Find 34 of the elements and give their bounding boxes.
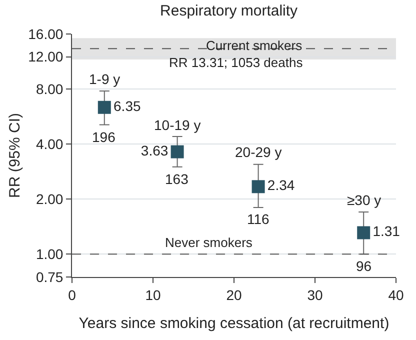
point: [98, 100, 111, 114]
x-tick-label: 40: [388, 286, 404, 303]
x-tick-label: 10: [145, 286, 161, 303]
y-axis-title: RR (95% CI): [6, 112, 24, 198]
annotation: 196: [92, 129, 116, 145]
point: [357, 226, 370, 240]
point: [170, 145, 184, 158]
band-label: Current smokers: [206, 38, 303, 53]
point: [252, 180, 265, 194]
y-tick-label: 2.00: [36, 191, 64, 208]
x-tick-label: 0: [68, 286, 76, 303]
data-label: 3.63: [140, 142, 168, 158]
annotation: 116: [247, 211, 270, 227]
x-tick-label: 20: [226, 286, 242, 303]
y-tick-label: 4.00: [36, 136, 64, 152]
x-axis-title: Years since smoking cessation (at recruitment): [78, 314, 390, 332]
chart-title: Respiratory mortality: [160, 2, 298, 20]
y-tick-label: 12.00: [28, 48, 64, 65]
data-label: 1.31: [372, 223, 400, 240]
annotation: 10-19 y: [154, 117, 201, 133]
annotation: 163: [165, 171, 189, 187]
data-label: 2.34: [267, 177, 295, 194]
ref-line-label: Never smokers: [165, 235, 253, 250]
y-tick-label: 16.00: [28, 26, 64, 42]
x-tick-label: 30: [307, 286, 323, 303]
y-tick-label: 1.00: [36, 246, 64, 262]
y-tick-label: 8.00: [36, 80, 64, 97]
data-label: 6.35: [114, 98, 141, 114]
annotation: 96: [356, 258, 372, 274]
annotation: 1-9 y: [89, 71, 120, 87]
ref-line-label: RR 13.31; 1053 deaths: [169, 55, 304, 70]
annotation: 20-29 y: [235, 144, 282, 160]
annotation: ≥30 y: [347, 192, 382, 208]
y-tick-label: 0.75: [36, 268, 64, 285]
